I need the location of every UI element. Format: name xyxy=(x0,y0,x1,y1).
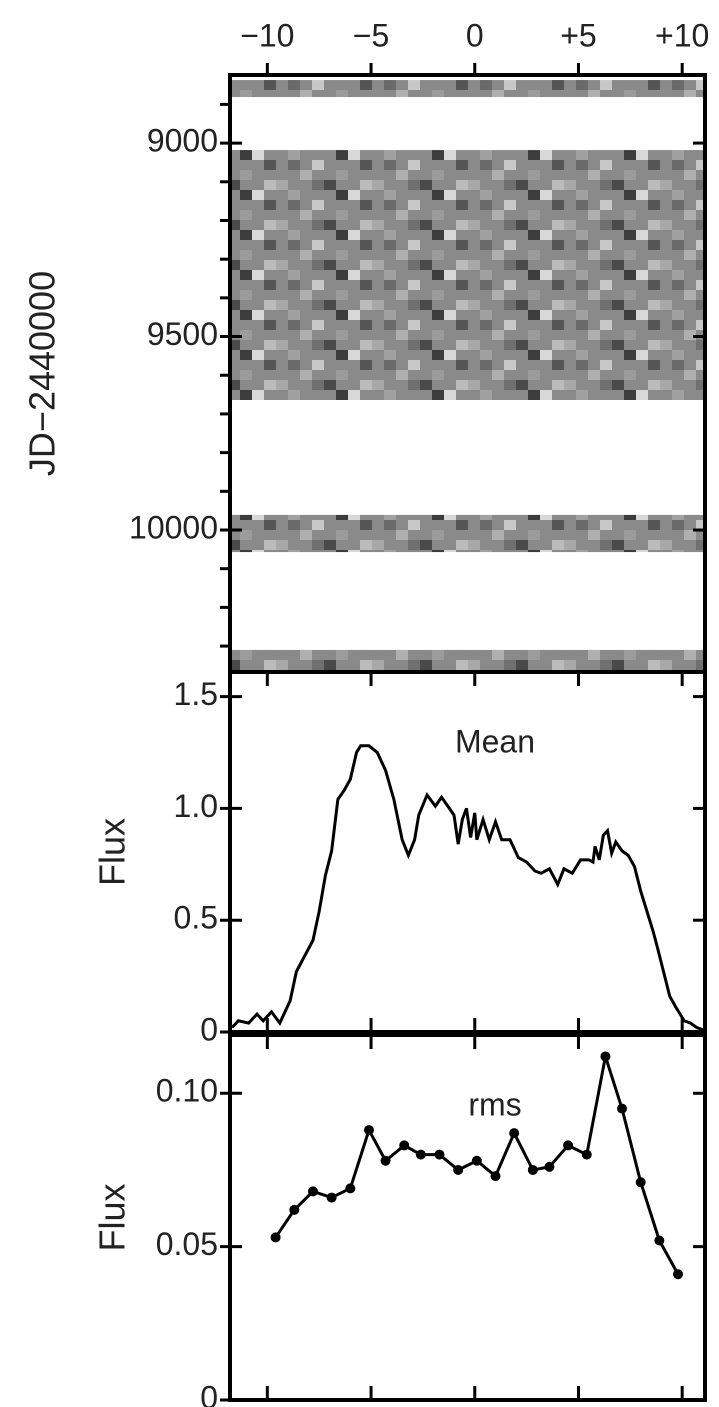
x-tick-label: 0 xyxy=(466,17,484,53)
data-band xyxy=(230,150,705,401)
data-point xyxy=(345,1183,356,1194)
data-point xyxy=(600,1051,611,1062)
data-point xyxy=(527,1164,538,1175)
y-axis-title: Flux xyxy=(92,1183,133,1251)
y-tick-label: 0 xyxy=(200,1379,218,1407)
panel-frame xyxy=(228,1033,707,1402)
data-point xyxy=(270,1232,281,1243)
data-point xyxy=(453,1164,464,1175)
y-tick-label: 9500 xyxy=(147,316,218,352)
y-tick-label: 9000 xyxy=(147,123,218,159)
y-tick-label: 1.5 xyxy=(174,676,218,712)
data-point xyxy=(399,1140,410,1151)
y-tick-label: 0.05 xyxy=(156,1226,218,1262)
data-point xyxy=(307,1186,318,1197)
x-tick-label: −10 xyxy=(240,17,294,53)
data-point xyxy=(635,1177,646,1188)
data-point xyxy=(544,1161,555,1172)
data-point xyxy=(673,1269,684,1280)
data-band xyxy=(230,649,705,672)
x-tick-label: −5 xyxy=(353,17,389,53)
panel-frame xyxy=(228,670,707,1034)
data-point xyxy=(289,1204,300,1215)
data-point xyxy=(471,1155,482,1166)
x-tick-label: +5 xyxy=(560,17,596,53)
annotation: rms xyxy=(468,1086,521,1122)
data-point xyxy=(415,1149,426,1160)
data-point xyxy=(563,1140,574,1151)
data-point xyxy=(434,1149,445,1160)
y-axis-title: JD−2440000 xyxy=(22,271,63,476)
data-point xyxy=(581,1149,592,1160)
x-tick-label: +10 xyxy=(655,17,709,53)
data-point xyxy=(654,1235,665,1246)
y-tick-label: 0.10 xyxy=(156,1073,218,1109)
data-point xyxy=(617,1103,628,1114)
annotation: Mean xyxy=(455,723,535,759)
data-point xyxy=(509,1128,520,1139)
data-point xyxy=(490,1171,501,1182)
data-band xyxy=(230,80,705,98)
y-tick-label: 0.5 xyxy=(174,900,218,936)
data-line xyxy=(230,744,704,1032)
y-axis-title: Flux xyxy=(92,818,133,886)
data-point xyxy=(326,1192,337,1203)
y-tick-label: 0 xyxy=(200,1011,218,1047)
y-tick-label: 10000 xyxy=(129,509,218,545)
data-point xyxy=(380,1155,391,1166)
y-tick-label: 1.0 xyxy=(174,788,218,824)
data-point xyxy=(363,1125,374,1136)
data-band xyxy=(230,514,705,553)
